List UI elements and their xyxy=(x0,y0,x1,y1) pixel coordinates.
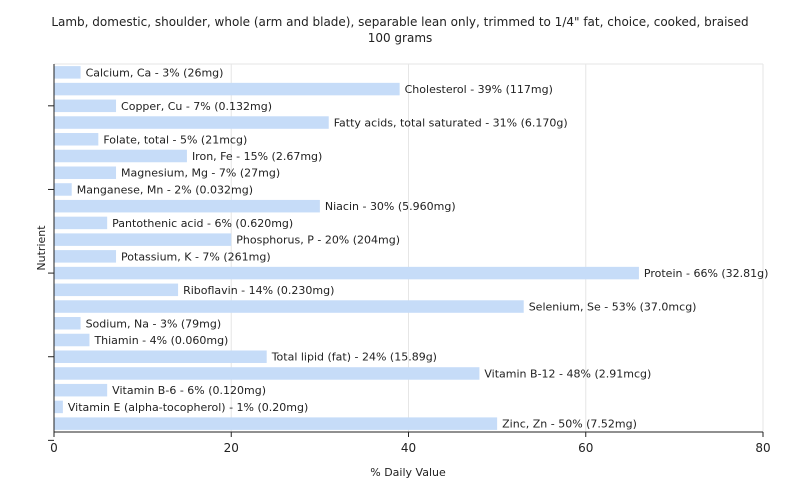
bar xyxy=(54,82,400,96)
bar-label: Pantothenic acid - 6% (0.620mg) xyxy=(112,217,293,230)
x-tick-label: 40 xyxy=(401,441,416,455)
bar-label: Thiamin - 4% (0.060mg) xyxy=(93,334,228,347)
bar xyxy=(54,166,117,179)
bar-label: Fatty acids, total saturated - 31% (6.17… xyxy=(334,117,568,130)
y-axis-title: Nutrient xyxy=(35,225,48,271)
bar xyxy=(54,333,90,347)
bar xyxy=(54,183,72,196)
bars: Calcium, Ca - 3% (26mg) Cholesterol - 39%… xyxy=(54,66,768,431)
bar xyxy=(54,149,187,163)
bar xyxy=(54,350,267,363)
bar-label: Vitamin E (alpha-tocopherol) - 1% (0.20m… xyxy=(68,401,308,414)
bar xyxy=(54,116,329,129)
bar-label: Vitamin B-12 - 48% (2.91mcg) xyxy=(484,367,651,380)
bar-label: Phosphorus, P - 20% (204mg) xyxy=(236,234,400,247)
x-tick-label: 60 xyxy=(578,441,593,455)
bar xyxy=(54,216,108,230)
bar-label: Manganese, Mn - 2% (0.032mg) xyxy=(77,183,253,196)
x-tick-label: 80 xyxy=(755,441,770,455)
bar-label: Magnesium, Mg - 7% (27mg) xyxy=(121,167,280,180)
bar-label: Iron, Fe - 15% (2.67mg) xyxy=(192,150,322,163)
x-axis-title: % Daily Value xyxy=(370,466,446,479)
x-tick-label: 20 xyxy=(224,441,239,455)
x-tick-label: 0 xyxy=(50,441,58,455)
bar-label: Zinc, Zn - 50% (7.52mg) xyxy=(502,418,637,431)
bar-label: Niacin - 30% (5.960mg) xyxy=(325,200,456,213)
bar xyxy=(54,400,63,414)
bar xyxy=(54,383,108,397)
chart-title-line-2: 100 grams xyxy=(367,31,433,45)
bar xyxy=(54,99,117,113)
bar xyxy=(54,317,81,330)
bar xyxy=(54,250,117,263)
bar-label: Calcium, Ca - 3% (26mg) xyxy=(86,66,224,79)
bar xyxy=(54,283,179,297)
bar-label: Copper, Cu - 7% (0.132mg) xyxy=(121,100,272,113)
chart-title-line-1: Lamb, domestic, shoulder, whole (arm and… xyxy=(51,15,749,29)
bar-label: Folate, total - 5% (21mcg) xyxy=(103,133,247,146)
axes: 0 20 40 60 80 xyxy=(48,64,771,455)
bar xyxy=(54,300,524,313)
bar xyxy=(54,367,480,380)
bar-label: Vitamin B-6 - 6% (0.120mg) xyxy=(112,384,266,397)
bar-label: Cholesterol - 39% (117mg) xyxy=(405,83,553,96)
chart-title: Lamb, domestic, shoulder, whole (arm and… xyxy=(0,14,800,46)
bar-label: Sodium, Na - 3% (79mg) xyxy=(86,317,222,330)
bar xyxy=(54,133,99,146)
bar xyxy=(54,266,639,280)
bar xyxy=(54,417,498,430)
bar xyxy=(54,66,81,79)
bar-label: Selenium, Se - 53% (37.0mcg) xyxy=(529,301,697,314)
bar-label: Potassium, K - 7% (261mg) xyxy=(121,250,271,263)
bar xyxy=(54,199,320,213)
bar xyxy=(54,233,232,246)
bar-label: Protein - 66% (32.81g) xyxy=(644,267,769,280)
bar-label: Total lipid (fat) - 24% (15.89g) xyxy=(271,351,437,364)
bar-label: Riboflavin - 14% (0.230mg) xyxy=(183,284,334,297)
